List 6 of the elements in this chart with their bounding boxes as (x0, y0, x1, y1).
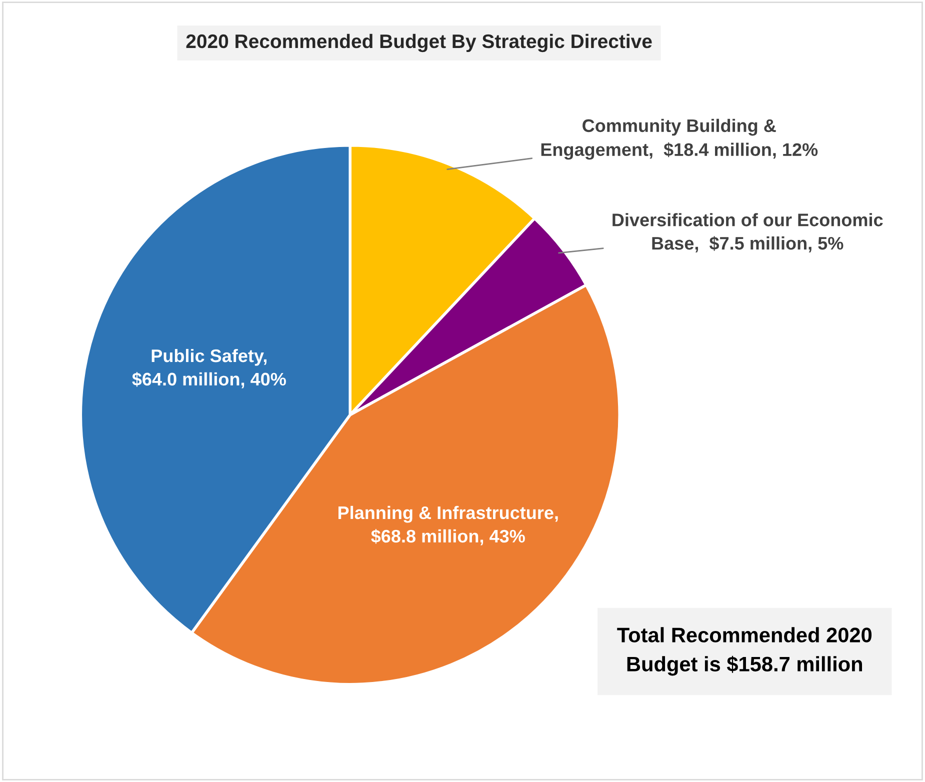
slice-label: Planning & Infrastructure, $68.8 million, 43% (338, 506, 558, 546)
chart-title: 2020 Recommended Budget By Strategic Directive (186, 34, 652, 52)
slice-label: Community Building & Engagement, $18.4 million, 12% (541, 118, 818, 160)
slice-label: Diversification of our Economic Base, $7.5 million, 5% (612, 213, 883, 252)
text: Total Recommended 2020 Budget is $158.7 million (617, 627, 872, 676)
slice-label: Public Safety, $64.0 million, 40% (132, 348, 286, 388)
